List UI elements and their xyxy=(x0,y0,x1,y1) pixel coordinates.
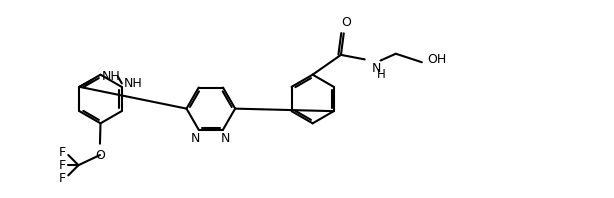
Text: F: F xyxy=(59,146,66,159)
Text: NH: NH xyxy=(102,70,121,83)
Text: F: F xyxy=(59,159,66,172)
Text: OH: OH xyxy=(427,53,447,66)
Text: N: N xyxy=(221,132,230,145)
Text: H: H xyxy=(377,69,386,81)
Text: NH: NH xyxy=(123,77,142,90)
Text: F: F xyxy=(59,172,66,185)
Text: O: O xyxy=(341,16,352,30)
Text: O: O xyxy=(95,149,105,162)
Text: N: N xyxy=(191,132,201,145)
Text: N: N xyxy=(371,62,381,75)
